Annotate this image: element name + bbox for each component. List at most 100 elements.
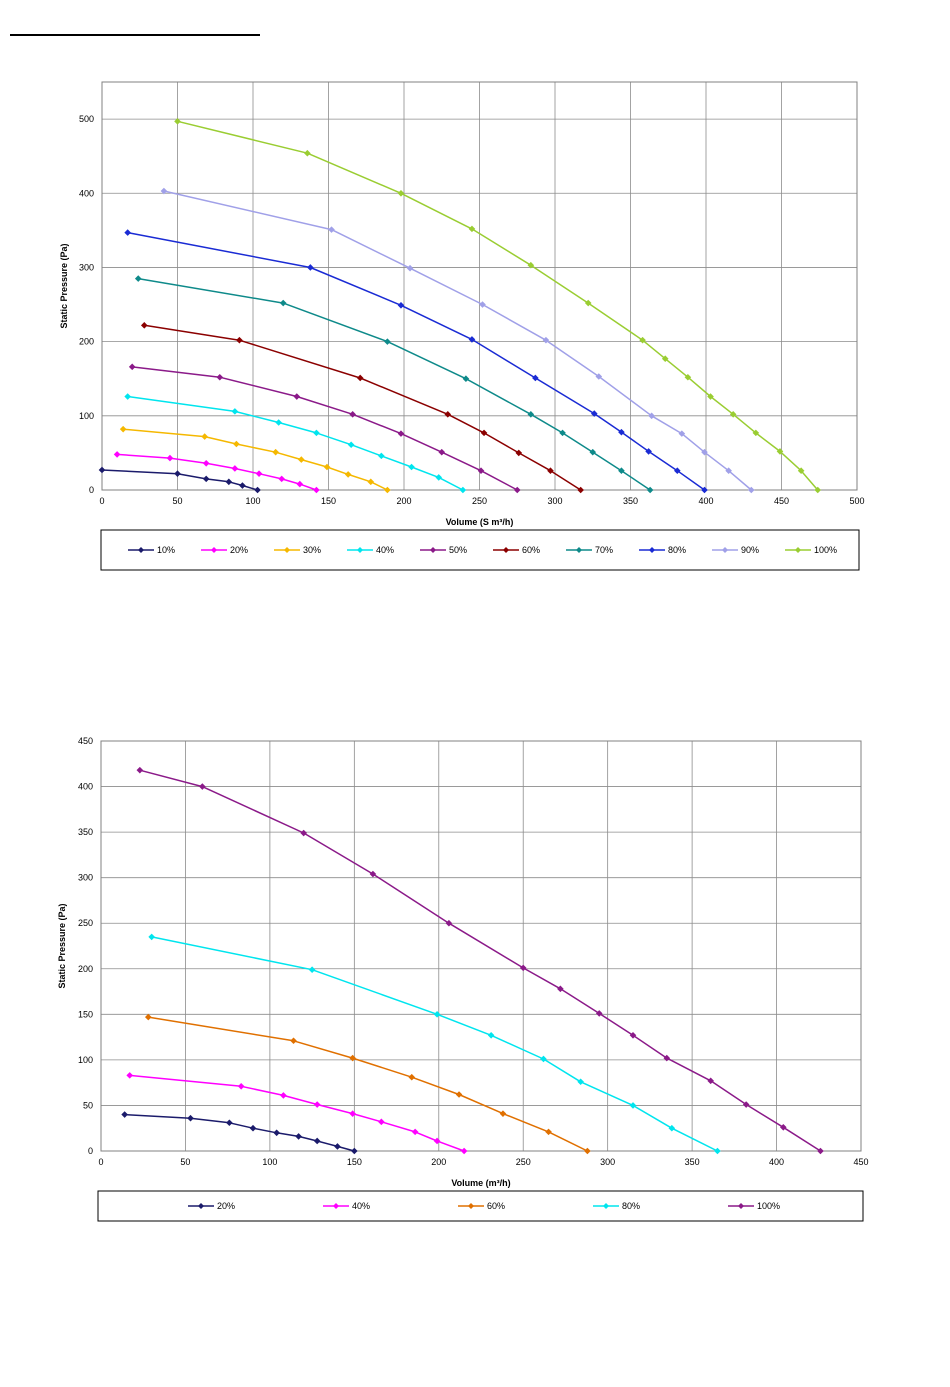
legend-label: 20%	[217, 1201, 235, 1211]
data-point	[136, 766, 144, 774]
series-line-40pct	[129, 1074, 465, 1152]
series-line-100pct	[139, 769, 821, 1152]
x-tick-label: 250	[472, 496, 487, 506]
data-point	[369, 870, 377, 878]
data-point	[707, 1077, 714, 1085]
data-point	[584, 299, 592, 307]
data-point	[668, 1124, 676, 1132]
data-point	[323, 463, 331, 471]
data-point	[356, 374, 364, 382]
data-point	[444, 411, 452, 418]
x-tick-label: 150	[321, 496, 336, 506]
x-tick-label: 100	[245, 496, 260, 506]
data-point	[406, 264, 414, 272]
series-line-100pct	[177, 120, 819, 491]
legend-label: 40%	[352, 1201, 370, 1211]
data-point	[480, 429, 488, 437]
data-point	[776, 448, 784, 455]
chart-fan-curves-top: 0 50 100 150 200 250 300 350 400 450 500 0 100 200 300…	[59, 81, 865, 571]
series-line-20pct	[117, 453, 317, 491]
series-line-60pct	[144, 324, 582, 491]
plot-area	[101, 81, 858, 491]
data-point	[780, 1124, 787, 1131]
data-point	[814, 486, 822, 494]
data-point	[226, 1119, 233, 1127]
data-point	[748, 486, 755, 494]
data-point	[384, 486, 391, 494]
y-tick-label: 0	[88, 1146, 93, 1156]
data-point	[174, 470, 181, 477]
data-point	[126, 1072, 134, 1079]
legend-marker	[333, 1203, 339, 1209]
data-point	[334, 1143, 341, 1150]
data-point	[290, 1037, 297, 1045]
data-point	[445, 919, 453, 927]
series-line-30pct	[123, 428, 388, 491]
legend-label: 100%	[814, 545, 837, 555]
data-point	[540, 1055, 547, 1063]
data-point	[349, 411, 356, 418]
data-point	[684, 373, 692, 381]
data-point	[527, 261, 535, 269]
data-point	[293, 393, 301, 400]
legend-label: 80%	[622, 1201, 640, 1211]
data-point	[629, 1031, 637, 1039]
data-point	[349, 1110, 356, 1117]
legend-marker	[211, 547, 217, 553]
chart-fan-curves-bottom: 0 50 100 150 200 250 300 350 400 450 0 50 100 150 200 2…	[57, 736, 869, 1222]
data-point	[595, 1010, 603, 1017]
series-line-70pct	[138, 277, 651, 491]
x-tick-label: 250	[516, 1157, 531, 1167]
legend-label: 30%	[303, 545, 321, 555]
legend-label: 70%	[595, 545, 613, 555]
data-point	[328, 226, 335, 233]
data-point	[121, 1111, 128, 1118]
data-point	[590, 410, 598, 417]
data-point	[639, 336, 646, 344]
data-point	[397, 189, 405, 197]
data-point	[435, 474, 443, 481]
data-point	[272, 448, 279, 456]
y-tick-label: 400	[78, 782, 93, 792]
data-point	[438, 448, 446, 456]
data-point	[307, 264, 314, 271]
data-point	[148, 933, 155, 941]
legend-marker	[430, 547, 436, 553]
data-point	[408, 1073, 416, 1081]
data-point	[674, 467, 681, 475]
data-point	[280, 1092, 287, 1099]
legend-marker	[603, 1203, 609, 1209]
x-tick-label: 0	[98, 1157, 103, 1167]
data-point	[134, 275, 142, 282]
series-line-20pct	[124, 1113, 355, 1152]
legend-label: 100%	[757, 1201, 780, 1211]
legend-marker	[722, 547, 728, 553]
data-point	[725, 467, 732, 475]
data-point	[729, 411, 737, 418]
legend-label: 60%	[487, 1201, 505, 1211]
legend-marker	[468, 1203, 474, 1209]
series-line-90pct	[163, 190, 752, 491]
series-line-60pct	[148, 1016, 588, 1152]
data-point	[98, 466, 106, 474]
data-point	[559, 429, 566, 437]
data-point	[408, 463, 415, 471]
data-point	[367, 478, 375, 486]
data-point	[513, 486, 521, 494]
data-point	[519, 964, 527, 972]
x-tick-label: 300	[547, 496, 562, 506]
data-point	[752, 429, 760, 437]
data-point	[468, 336, 476, 343]
data-point	[701, 448, 708, 456]
data-point	[646, 486, 654, 494]
data-point	[459, 486, 467, 494]
data-point	[344, 471, 352, 478]
data-point	[202, 475, 210, 483]
legend-label: 20%	[230, 545, 248, 555]
x-tick-label: 350	[685, 1157, 700, 1167]
legend-marker	[357, 547, 363, 553]
data-point	[160, 187, 168, 195]
data-point	[433, 1137, 441, 1145]
data-point	[527, 411, 535, 418]
data-point	[532, 374, 539, 382]
